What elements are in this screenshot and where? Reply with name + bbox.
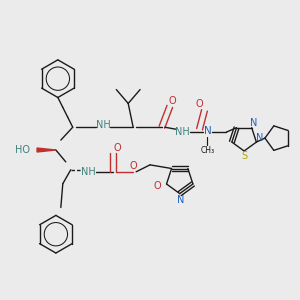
Text: NH: NH: [175, 127, 190, 137]
Text: N: N: [177, 194, 184, 205]
Text: O: O: [154, 181, 162, 191]
Text: O: O: [129, 161, 137, 171]
Text: S: S: [241, 151, 247, 161]
Text: NH: NH: [81, 167, 96, 177]
Text: N: N: [256, 133, 264, 143]
Text: O: O: [196, 99, 203, 110]
Polygon shape: [37, 148, 56, 152]
Text: HO: HO: [15, 145, 30, 155]
Text: NH: NH: [96, 120, 111, 130]
Text: O: O: [169, 97, 177, 106]
Text: CH₃: CH₃: [200, 146, 214, 155]
Text: O: O: [113, 143, 121, 153]
Text: N: N: [250, 118, 257, 128]
Text: N: N: [204, 126, 211, 136]
